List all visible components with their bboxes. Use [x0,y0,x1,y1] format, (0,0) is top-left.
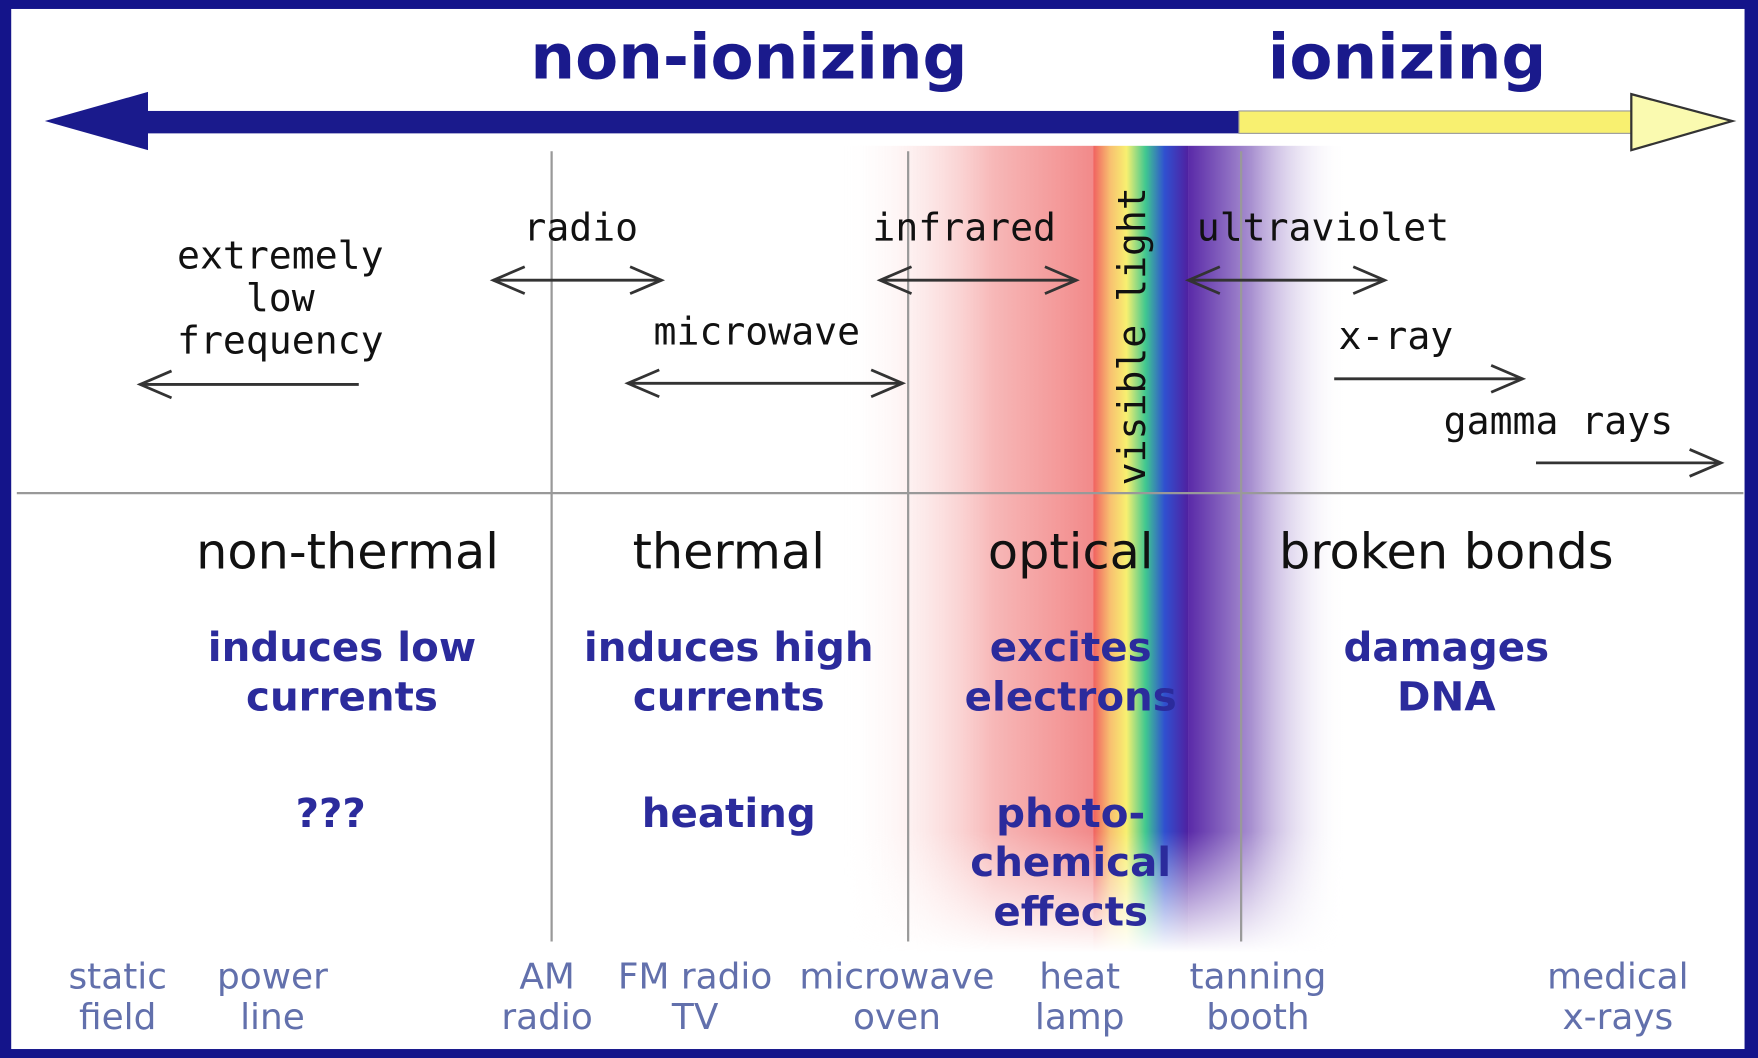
note-text: ??? [296,790,366,837]
band-label: visible light [1110,187,1154,485]
arrow-head [629,265,666,295]
category-title: optical [988,522,1154,580]
arrow-head [489,265,526,295]
source-label: field [79,997,156,1038]
band-label: infrared [872,205,1056,249]
source-label: tanning [1189,956,1326,997]
arrow-head [1352,265,1389,295]
source-label: medical [1547,956,1688,997]
band-label: radio [523,205,638,249]
arrow-head [136,369,173,400]
source-label: AM [519,956,574,997]
effect-text: damages [1343,624,1549,671]
source-label: microwave [799,956,994,997]
source-label: FM radio [618,956,772,997]
source-label: heat [1039,956,1120,997]
note-text: effects [993,889,1148,936]
effect-text: excites [990,624,1152,671]
arrow-head [1689,448,1725,478]
source-label: oven [853,997,941,1038]
band-label: frequency [177,318,384,362]
band-label: x-ray [1338,314,1453,358]
arrow-head [1044,265,1080,295]
effect-text: currents [633,673,825,720]
category-title: thermal [633,522,825,580]
source-label: static [68,956,166,997]
band-label: microwave [654,309,861,353]
arrow-head [624,368,660,399]
source-label: TV [671,997,719,1038]
source-label: booth [1206,997,1309,1038]
source-label: power [217,956,328,997]
effect-text: currents [246,673,438,720]
category-title: broken bonds [1279,522,1614,580]
band-label: ultraviolet [1197,205,1449,249]
note-text: heating [642,790,816,837]
band-label: gamma rays [1444,399,1673,443]
arrow-head [870,368,907,399]
source-label: lamp [1035,997,1125,1038]
source-label: line [240,997,305,1038]
source-label: x-rays [1562,997,1673,1038]
arrow-head [1490,364,1527,394]
arrow-head [1184,265,1221,295]
effect-text: DNA [1397,673,1496,720]
note-text: photo- [996,790,1145,837]
ionizing-label: ionizing [1268,21,1547,94]
effect-text: electrons [965,673,1177,720]
category-title: non-thermal [196,522,499,580]
source-label: radio [501,997,592,1038]
effect-text: induces low [208,624,476,671]
effect-text: induces high [584,624,874,671]
non-ionizing-label: non-ionizing [530,21,967,94]
band-label: low [246,276,315,320]
note-text: chemical [970,839,1171,886]
band-label: extremely [177,233,384,277]
dividers [16,151,1744,942]
arrow-head [876,265,913,295]
ionization-arrow [44,91,1737,152]
